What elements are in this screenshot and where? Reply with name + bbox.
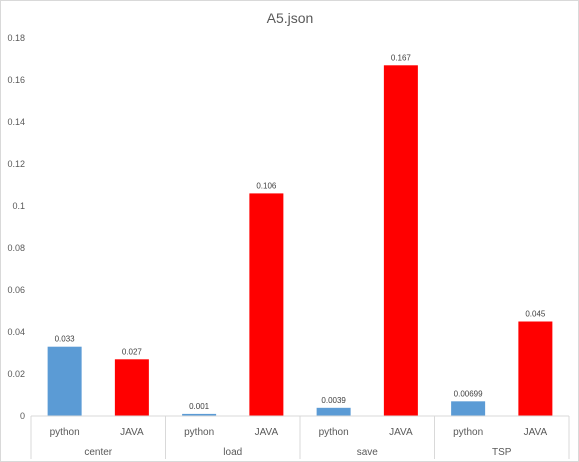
bar-center-python xyxy=(47,346,82,416)
y-tick-label: 0.12 xyxy=(7,159,25,169)
group-label: center xyxy=(84,447,112,458)
y-tick-label: 0.02 xyxy=(7,369,25,379)
y-tick-label: 0.16 xyxy=(7,75,25,85)
group-label: TSP xyxy=(492,447,512,458)
x-tick-label: JAVA xyxy=(120,427,144,438)
group-label: save xyxy=(357,447,379,458)
group-label: load xyxy=(223,447,242,458)
x-tick-label: python xyxy=(319,427,349,438)
x-tick-label: python xyxy=(184,427,214,438)
data-label: 0.027 xyxy=(122,347,143,356)
bars: 0.033 0.027 0.001 0.106 0.0039 0.167 0.00699 0.… xyxy=(47,53,553,417)
x-tick-label: JAVA xyxy=(524,427,548,438)
data-label: 0.033 xyxy=(55,335,76,344)
y-tick-label: 0.1 xyxy=(12,201,25,211)
data-label: 0.045 xyxy=(525,310,546,319)
x-tick-label: python xyxy=(50,427,80,438)
y-tick-label: 0 xyxy=(20,411,25,421)
bar-TSP-python xyxy=(451,401,486,416)
data-label: 0.106 xyxy=(256,181,277,190)
bar-TSP-java xyxy=(518,321,553,416)
y-tick-label: 0.04 xyxy=(7,327,25,337)
y-tick-label: 0.14 xyxy=(7,117,25,127)
y-tick-label: 0.08 xyxy=(7,243,25,253)
bar-save-java xyxy=(383,65,418,417)
data-label: 0.0039 xyxy=(321,396,346,405)
x-tick-label: python xyxy=(453,427,483,438)
data-label: 0.001 xyxy=(189,402,210,411)
data-label: 0.00699 xyxy=(454,389,483,398)
data-label: 0.167 xyxy=(391,53,412,62)
bar-load-java xyxy=(249,193,284,416)
bar-center-java xyxy=(114,359,149,416)
x-tick-label: JAVA xyxy=(389,427,413,438)
y-tick-label: 0.06 xyxy=(7,285,25,295)
bar-load-python xyxy=(182,413,217,416)
x-axis: python JAVA python JAVA python JAVA python JAVA… xyxy=(30,415,570,459)
x-tick-label: JAVA xyxy=(255,427,279,438)
bar-save-python xyxy=(316,407,351,416)
y-tick-label: 0.18 xyxy=(7,33,25,43)
y-axis: 0 0.02 0.04 0.06 0.08 0.1 0.12 0.14 0.16 0.18 xyxy=(7,33,25,421)
chart-title: A5.json xyxy=(267,10,314,26)
